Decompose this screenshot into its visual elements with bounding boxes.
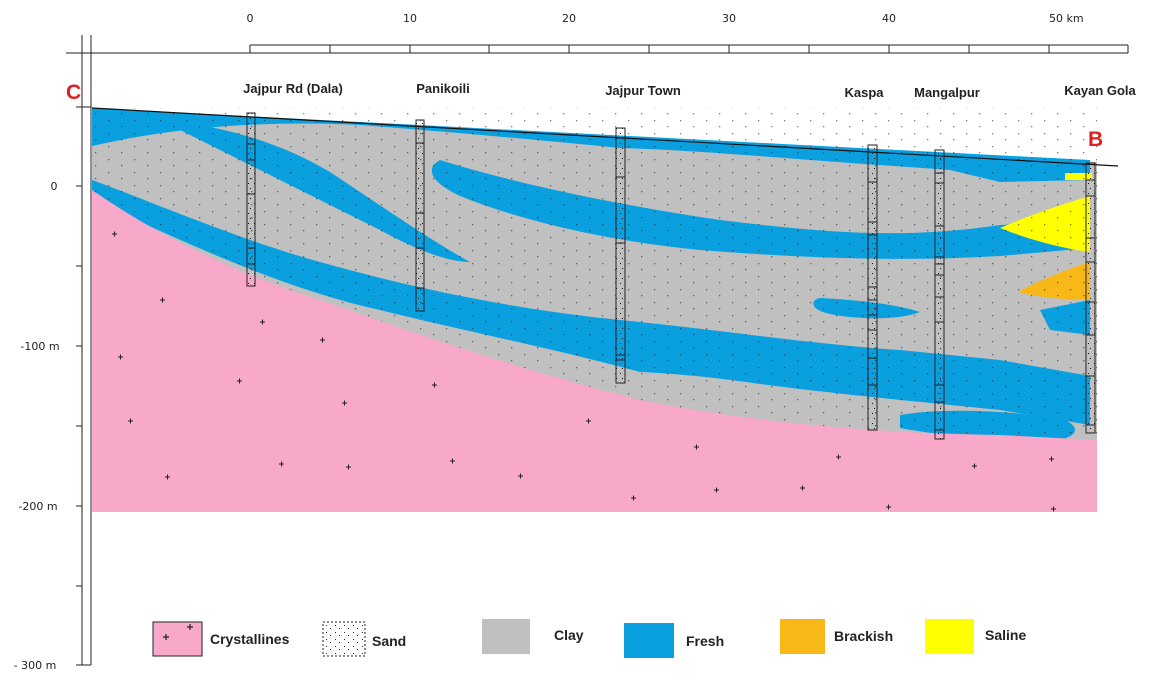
depth-tick: -200 m <box>18 500 57 513</box>
legend-swatch-sand <box>322 621 366 657</box>
legend-label-clay: Clay <box>554 627 584 643</box>
borehole-mangalpur <box>934 149 945 440</box>
legend-label-saline: Saline <box>985 627 1026 643</box>
distance-tick: 40 <box>882 12 896 25</box>
legend-label-brackish: Brackish <box>834 628 893 644</box>
depth-tick: - 300 m <box>14 659 57 672</box>
legend-swatch-brackish <box>780 619 825 654</box>
section-start-label: C <box>66 81 81 104</box>
legend-item-sand: Sand <box>322 621 406 657</box>
ground-surface <box>91 107 1119 167</box>
depth-tick: -100 m <box>20 340 59 353</box>
legend-swatch-saline <box>925 619 974 654</box>
legend-label-sand: Sand <box>372 633 406 649</box>
well-label-kayan-gola: Kayan Gola <box>1064 83 1136 98</box>
legend-swatch-fresh <box>624 623 674 658</box>
well-label-mangalpur: Mangalpur <box>914 85 980 100</box>
borehole-jajpur-rd <box>246 112 256 287</box>
legend-label-crystallines: Crystallines <box>210 631 290 647</box>
crystalline-basement <box>92 190 1097 512</box>
distance-tick: 50 km <box>1049 12 1084 25</box>
distance-tick: 20 <box>562 12 576 25</box>
legend-swatch-clay <box>482 619 530 654</box>
boreholes <box>246 112 1096 440</box>
borehole-jajpur-town <box>615 127 626 384</box>
well-label-jajpur-rd: Jajpur Rd (Dala) <box>243 81 343 96</box>
crystalline-marks <box>112 231 1056 512</box>
well-labels: Jajpur Rd (Dala) Panikoili Jajpur Town K… <box>243 81 1136 100</box>
legend-swatch-crystallines <box>152 621 203 657</box>
depth-scale: 0 -100 m -200 m - 300 m <box>14 35 92 672</box>
legend: Crystallines Sand Clay Fresh Brackish Sa… <box>152 619 1026 658</box>
distance-tick: 0 <box>247 12 254 25</box>
well-label-kaspa: Kaspa <box>844 85 884 100</box>
borehole-kaspa <box>867 144 878 431</box>
section-end-label: B <box>1088 128 1103 151</box>
legend-item-brackish: Brackish <box>780 619 893 654</box>
legend-item-saline: Saline <box>925 619 1026 654</box>
borehole-panikoili <box>415 119 425 312</box>
depth-tick: 0 <box>51 180 58 193</box>
legend-item-fresh: Fresh <box>624 623 724 658</box>
distance-scale: 0 10 20 30 40 50 km <box>66 12 1129 54</box>
distance-tick: 30 <box>722 12 736 25</box>
legend-item-clay: Clay <box>482 619 584 654</box>
borehole-kayan-gola <box>1085 162 1096 434</box>
legend-label-fresh: Fresh <box>686 633 724 649</box>
section-body <box>91 107 1119 512</box>
distance-tick: 10 <box>403 12 417 25</box>
legend-item-crystallines: Crystallines <box>152 621 290 657</box>
well-label-panikoili: Panikoili <box>416 81 469 96</box>
well-label-jajpur-town: Jajpur Town <box>605 83 681 98</box>
